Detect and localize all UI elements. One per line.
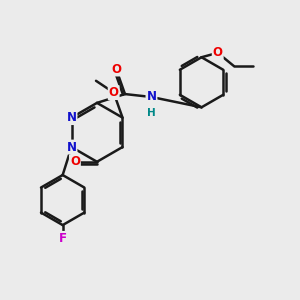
- Text: O: O: [70, 155, 80, 168]
- Text: O: O: [213, 46, 223, 59]
- Text: O: O: [109, 86, 119, 99]
- Text: N: N: [67, 111, 76, 124]
- Text: N: N: [67, 141, 76, 154]
- Text: H: H: [147, 108, 156, 118]
- Text: O: O: [111, 62, 121, 76]
- Text: N: N: [146, 91, 157, 103]
- Text: F: F: [59, 232, 67, 245]
